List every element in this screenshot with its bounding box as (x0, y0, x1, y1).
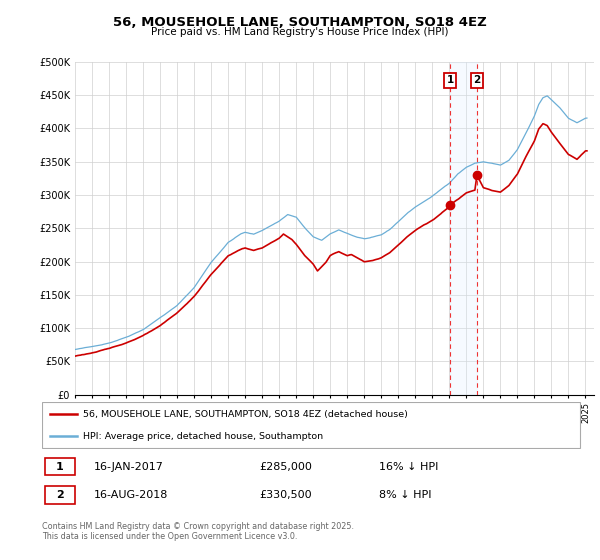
Text: 2: 2 (56, 490, 64, 500)
FancyBboxPatch shape (42, 403, 580, 448)
Text: 1: 1 (446, 75, 454, 85)
Text: 16% ↓ HPI: 16% ↓ HPI (379, 461, 438, 472)
Text: 56, MOUSEHOLE LANE, SOUTHAMPTON, SO18 4EZ: 56, MOUSEHOLE LANE, SOUTHAMPTON, SO18 4E… (113, 16, 487, 29)
Text: £285,000: £285,000 (259, 461, 312, 472)
Text: £330,500: £330,500 (259, 490, 312, 500)
FancyBboxPatch shape (45, 458, 74, 475)
Text: 1: 1 (56, 461, 64, 472)
Text: 16-JAN-2017: 16-JAN-2017 (94, 461, 163, 472)
Text: 8% ↓ HPI: 8% ↓ HPI (379, 490, 431, 500)
Text: 2: 2 (473, 75, 481, 85)
Text: HPI: Average price, detached house, Southampton: HPI: Average price, detached house, Sout… (83, 432, 323, 441)
Text: Contains HM Land Registry data © Crown copyright and database right 2025.
This d: Contains HM Land Registry data © Crown c… (42, 522, 354, 542)
Text: 56, MOUSEHOLE LANE, SOUTHAMPTON, SO18 4EZ (detached house): 56, MOUSEHOLE LANE, SOUTHAMPTON, SO18 4E… (83, 410, 407, 419)
FancyBboxPatch shape (45, 486, 74, 503)
Text: 16-AUG-2018: 16-AUG-2018 (94, 490, 168, 500)
Bar (450, 62, 477, 395)
Text: Price paid vs. HM Land Registry's House Price Index (HPI): Price paid vs. HM Land Registry's House … (151, 27, 449, 38)
